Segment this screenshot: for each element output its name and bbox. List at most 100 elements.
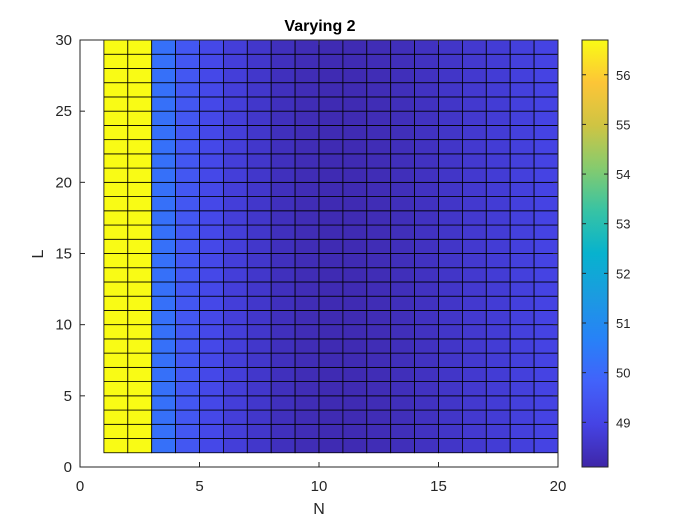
heatmap-cell bbox=[318, 210, 344, 226]
heatmap-cell bbox=[151, 224, 176, 240]
heatmap-cell bbox=[533, 438, 559, 454]
heatmap-cell bbox=[485, 438, 511, 454]
heatmap-cell bbox=[414, 39, 439, 55]
heatmap-cell bbox=[103, 238, 129, 254]
heatmap-cell bbox=[366, 338, 392, 354]
heatmap-cell bbox=[103, 125, 129, 141]
heatmap-cell bbox=[318, 96, 344, 112]
heatmap-cell bbox=[222, 253, 248, 269]
heatmap-cell bbox=[342, 395, 368, 411]
heatmap-cell bbox=[199, 139, 224, 155]
heatmap-cell bbox=[318, 267, 344, 283]
heatmap-cell bbox=[366, 253, 392, 269]
heatmap-cell bbox=[414, 167, 439, 183]
heatmap-cell bbox=[318, 238, 344, 254]
heatmap-cell bbox=[103, 153, 129, 169]
heatmap-cell bbox=[294, 196, 320, 212]
heatmap-cell bbox=[533, 196, 559, 212]
heatmap-cell bbox=[175, 96, 200, 112]
heatmap-cell bbox=[199, 153, 224, 169]
heatmap-cell bbox=[175, 224, 200, 240]
heatmap-cell bbox=[246, 423, 272, 439]
heatmap-cell bbox=[342, 224, 368, 240]
heatmap-cell bbox=[414, 267, 439, 283]
heatmap-cell bbox=[485, 39, 511, 55]
heatmap-cell bbox=[175, 53, 200, 69]
heatmap-cell bbox=[246, 68, 272, 84]
heatmap-cell bbox=[127, 110, 153, 126]
heatmap-cell bbox=[318, 381, 344, 397]
heatmap-cell bbox=[533, 381, 559, 397]
heatmap-cell bbox=[222, 153, 248, 169]
heatmap-cell bbox=[103, 295, 129, 311]
heatmap-cell bbox=[222, 238, 248, 254]
heatmap-cell bbox=[438, 395, 463, 411]
heatmap-cell bbox=[103, 438, 129, 454]
heatmap-cell bbox=[199, 167, 224, 183]
heatmap-cell bbox=[151, 409, 176, 425]
heatmap-cell bbox=[294, 324, 320, 340]
heatmap-cell bbox=[461, 139, 487, 155]
heatmap-cell bbox=[485, 125, 511, 141]
heatmap-cell bbox=[199, 125, 224, 141]
heatmap-cell bbox=[438, 338, 463, 354]
heatmap-cell bbox=[103, 324, 129, 340]
heatmap-cell bbox=[533, 366, 559, 383]
heatmap-cell bbox=[222, 167, 248, 183]
heatmap-cell bbox=[342, 181, 368, 197]
heatmap-cell bbox=[485, 295, 511, 311]
heatmap-cell bbox=[294, 139, 320, 155]
heatmap-cell bbox=[461, 366, 487, 383]
heatmap-cell bbox=[414, 366, 439, 383]
heatmap-cell bbox=[342, 125, 368, 141]
heatmap-cell bbox=[461, 352, 487, 368]
heatmap-cell bbox=[199, 224, 224, 240]
heatmap-cell bbox=[222, 53, 248, 69]
heatmap-cell bbox=[485, 310, 511, 326]
heatmap-cell bbox=[127, 338, 153, 354]
heatmap-cell bbox=[270, 110, 296, 126]
heatmap-cell bbox=[175, 139, 200, 155]
heatmap-cell bbox=[175, 352, 200, 368]
heatmap-cell bbox=[270, 96, 296, 112]
heatmap-cell bbox=[509, 409, 535, 425]
heatmap-cell bbox=[390, 110, 416, 126]
heatmap-cell bbox=[127, 438, 153, 454]
heatmap-cell bbox=[199, 82, 224, 98]
heatmap-cell bbox=[199, 210, 224, 226]
heatmap-cell bbox=[390, 338, 416, 354]
heatmap-cell bbox=[414, 139, 439, 155]
heatmap-cell bbox=[509, 125, 535, 141]
heatmap-cell bbox=[509, 381, 535, 397]
heatmap-cell bbox=[318, 110, 344, 126]
heatmap-cell bbox=[175, 68, 200, 84]
heatmap-cell bbox=[390, 53, 416, 69]
heatmap-cell bbox=[222, 82, 248, 98]
heatmap-cell bbox=[438, 167, 463, 183]
heatmap-cell bbox=[509, 39, 535, 55]
heatmap-cell bbox=[103, 338, 129, 354]
heatmap-cell bbox=[485, 253, 511, 269]
heatmap-cell bbox=[533, 409, 559, 425]
heatmap-cell bbox=[414, 153, 439, 169]
heatmap-cell bbox=[103, 167, 129, 183]
heatmap-cell bbox=[318, 423, 344, 439]
heatmap-cell bbox=[294, 310, 320, 326]
heatmap-cell bbox=[438, 438, 463, 454]
heatmap-cell bbox=[175, 82, 200, 98]
heatmap-cell bbox=[366, 310, 392, 326]
y-axis: 0 5 10 15 20 25 30 bbox=[55, 32, 558, 476]
heatmap-cell bbox=[127, 82, 153, 98]
colorbar-tick-label: 53 bbox=[616, 217, 630, 232]
heatmap-cell bbox=[533, 253, 559, 269]
heatmap-cell bbox=[390, 409, 416, 425]
heatmap-cell bbox=[461, 281, 487, 297]
heatmap-cell bbox=[270, 153, 296, 169]
heatmap-cell bbox=[438, 352, 463, 368]
heatmap-cell bbox=[509, 196, 535, 212]
heatmap-cell bbox=[294, 267, 320, 283]
heatmap-cell bbox=[246, 381, 272, 397]
heatmap-cell bbox=[151, 139, 176, 155]
